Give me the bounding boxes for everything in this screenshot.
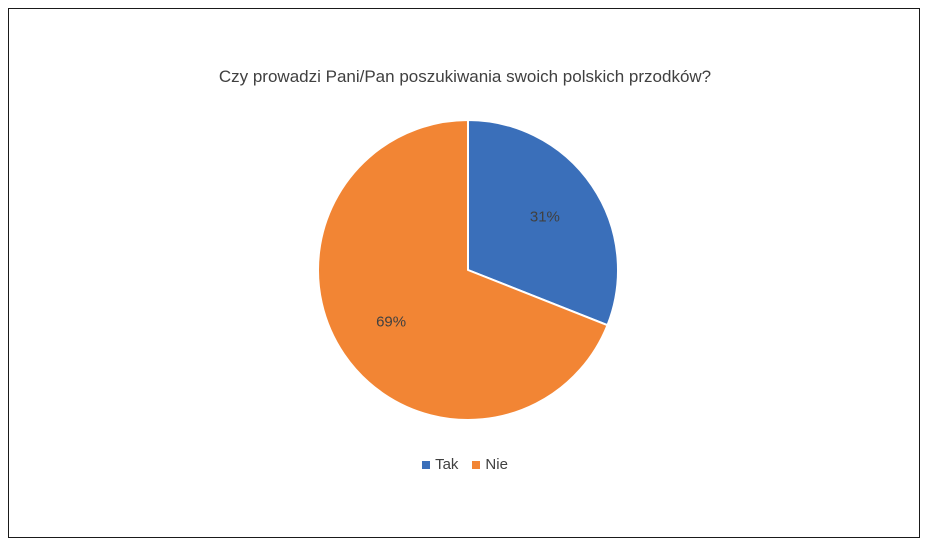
pie-slice-nie bbox=[317, 119, 609, 421]
legend-label-tak: Tak bbox=[435, 456, 459, 473]
pie-chart: 31% 69% bbox=[317, 119, 619, 421]
data-label-nie: 69% bbox=[376, 313, 406, 330]
legend-item-nie: Nie bbox=[472, 456, 508, 473]
legend-swatch-tak bbox=[422, 460, 431, 469]
pie-slice-tak bbox=[467, 119, 619, 327]
data-label-tak: 31% bbox=[530, 209, 560, 226]
legend-swatch-nie bbox=[472, 460, 481, 469]
legend: Tak Nie bbox=[0, 456, 930, 473]
legend-item-tak: Tak bbox=[422, 456, 458, 473]
chart-title: Czy prowadzi Pani/Pan poszukiwania swoic… bbox=[218, 67, 712, 86]
legend-label-nie: Nie bbox=[485, 456, 508, 473]
